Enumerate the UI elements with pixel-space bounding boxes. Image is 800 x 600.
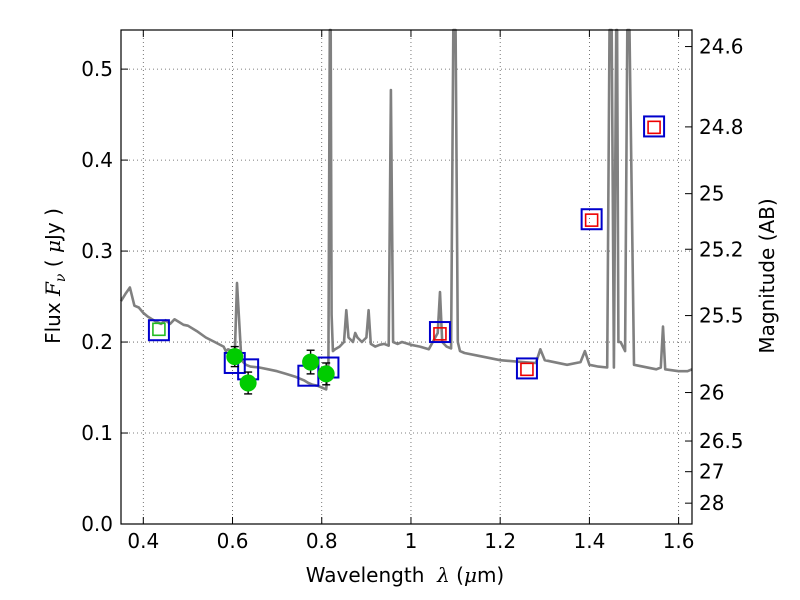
right-tick-label: 24.6 (699, 35, 744, 59)
y-tick-label: 0.3 (81, 239, 113, 263)
right-tick-label: 27 (699, 460, 724, 484)
model-band-flux-square (515, 357, 538, 380)
model-spectrum-layer (119, 28, 693, 391)
observed-flux-point (239, 374, 257, 392)
upper-limit-square (647, 120, 661, 135)
x-tick-label: 1.6 (663, 529, 695, 553)
right-tick-label: 25 (699, 182, 724, 206)
right-tick-label: 26 (699, 381, 724, 405)
right-tick-label: 28 (699, 491, 724, 515)
observed-flux-point (226, 348, 244, 366)
x-axis-ticks: 0.4 0.6 0.8 1 1.2 1.4 1.6 (127, 30, 695, 553)
right-tick-label: 24.8 (699, 115, 744, 139)
x-tick-label: 0.8 (306, 529, 338, 553)
y-tick-label: 0.1 (81, 421, 113, 445)
y-tick-label: 0.4 (81, 148, 113, 172)
right-axis-label: Magnitude (AB) (755, 198, 779, 353)
y-axis-ticks: 0.0 0.1 0.2 0.3 0.4 0.5 (81, 57, 128, 536)
right-tick-label: 25.5 (699, 304, 744, 328)
model-band-flux-square (428, 321, 451, 344)
x-tick-label: 0.4 (127, 529, 159, 553)
observed-flux-point (302, 353, 320, 371)
upper-limit-square (584, 213, 599, 227)
x-tick-label: 1 (405, 529, 418, 553)
model-spectrum-line (119, 28, 693, 391)
green-band-square (152, 322, 166, 337)
x-tick-label: 1.4 (573, 529, 605, 553)
right-tick-label: 25.2 (699, 237, 744, 261)
upper-limit-square (520, 362, 534, 377)
model-band-flux-square (580, 208, 603, 231)
y-axis-label: Flux Fν ( μJy ) (41, 208, 69, 344)
model-band-flux-square (147, 319, 170, 342)
model-band-flux-square (643, 115, 666, 138)
x-tick-label: 0.6 (217, 529, 249, 553)
photometry-markers (147, 115, 666, 395)
y-tick-label: 0.5 (81, 57, 113, 81)
y-tick-label: 0.2 (81, 330, 113, 354)
x-tick-label: 1.2 (484, 529, 516, 553)
plot-frame (120, 29, 693, 525)
observed-flux-point (317, 365, 335, 383)
grid (121, 30, 692, 525)
right-axis-ticks: 24.6 24.8 25 25.2 25.5 26 26.5 27 28 (685, 35, 744, 515)
y-tick-label: 0.0 (81, 512, 113, 536)
x-axis-label: Wavelength λ (μm) (306, 563, 505, 587)
upper-limit-square (433, 327, 447, 341)
right-tick-label: 26.5 (699, 429, 744, 453)
